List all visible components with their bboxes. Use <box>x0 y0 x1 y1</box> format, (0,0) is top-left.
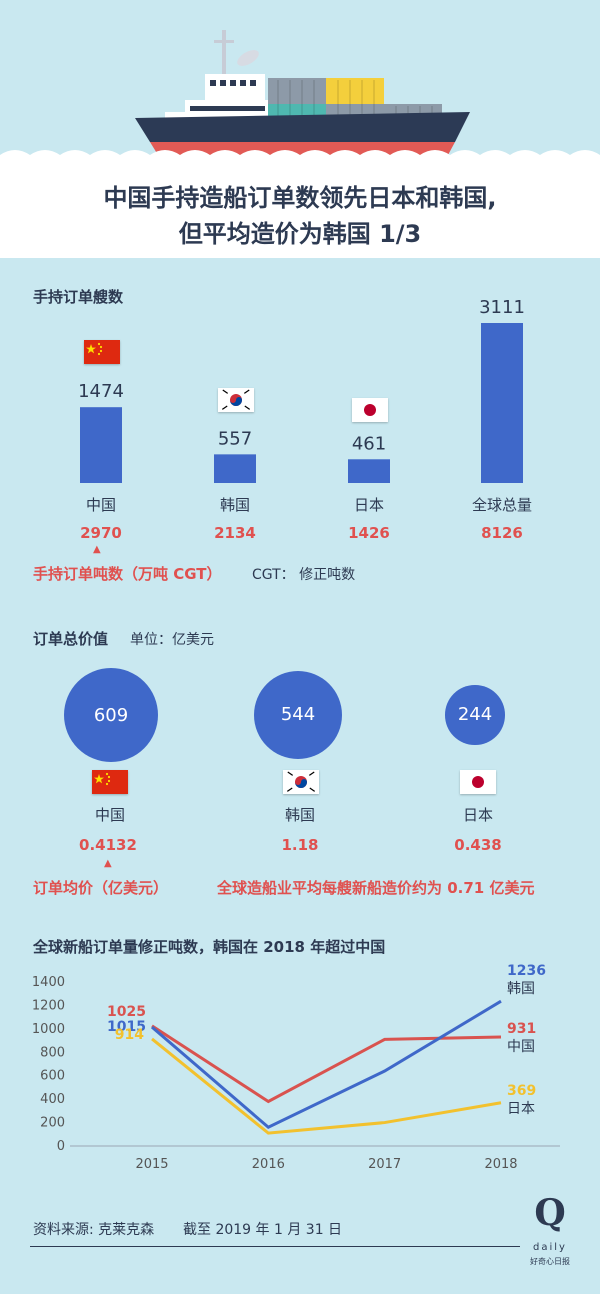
series-name-korea: 韩国 <box>507 981 535 997</box>
title-band <box>0 158 600 258</box>
avg-price-arrow-icon: ▲ <box>104 858 112 869</box>
china-flag-icon-2 <box>92 770 128 794</box>
bubble-value-japan: 244 <box>457 704 493 726</box>
avg-price-china: 0.4132 <box>79 836 137 854</box>
x-tick-label: 2018 <box>484 1157 517 1172</box>
tonnage-china: 2970 <box>80 524 122 542</box>
bar-value-japan: 461 <box>352 433 386 454</box>
hero-illustration <box>0 0 600 165</box>
section1-title: 手持订单艘数 <box>33 288 124 306</box>
bar-korea <box>214 454 256 483</box>
section2-title: 订单总价值 <box>33 630 109 648</box>
end-label-china: 931 <box>507 1021 536 1037</box>
bar-china <box>80 407 122 483</box>
tonnage-label: 手持订单吨数（万吨 CGT） <box>33 565 222 583</box>
bar-global <box>481 323 523 483</box>
series-name-china: 中国 <box>507 1039 535 1055</box>
line-series-japan <box>151 1037 502 1135</box>
japan-flag-icon-2 <box>460 770 496 794</box>
y-tick-label: 0 <box>57 1139 65 1154</box>
bubble-korea: 544 <box>253 670 343 760</box>
x-tick-label: 2016 <box>252 1157 285 1172</box>
line-series-china <box>151 1024 502 1104</box>
tonnage-korea: 2134 <box>214 524 256 542</box>
brand-logo: Q <box>534 1192 566 1234</box>
brand-word: daily <box>533 1242 567 1253</box>
korea-flag-icon <box>218 388 254 412</box>
y-tick-label: 1400 <box>32 975 65 990</box>
end-label-japan: 369 <box>507 1083 536 1099</box>
y-tick-label: 200 <box>40 1116 65 1131</box>
tonnage-line-chart: 0 200 400 600 800 1000 1200 1400 2015 2016 2017 201… <box>32 963 560 1172</box>
series-name-japan: 日本 <box>507 1101 535 1117</box>
bar-value-global: 3111 <box>479 300 525 318</box>
global-avg-note: 全球造船业平均每艘新船造价约为 0.71 亿美元 <box>217 879 535 897</box>
korea-flag-icon-2 <box>283 770 319 794</box>
cgt-note: CGT： 修正吨数 <box>252 567 356 583</box>
brand-tagline: 好奇心日报 <box>530 1257 570 1266</box>
bubble-category-korea: 韩国 <box>284 806 315 824</box>
section3-title: 全球新船订单量修正吨数，韩国在 2018 年超过中国 <box>33 938 386 956</box>
bar-value-china: 1474 <box>78 381 124 402</box>
section2-unit: 单位：亿美元 <box>130 632 214 648</box>
footer-date: 截至 2019 年 1 月 31 日 <box>183 1222 343 1238</box>
bar-category-japan: 日本 <box>353 496 384 514</box>
page-title-line2: 但平均造价为韩国 1/3 <box>178 220 422 248</box>
bubble-japan: 244 <box>445 685 505 745</box>
page-title-line1: 中国手持造船订单数领先日本和韩国, <box>103 184 497 212</box>
footer-divider <box>30 1246 520 1247</box>
tonnage-global: 8126 <box>481 524 523 542</box>
x-tick-label: 2015 <box>135 1157 168 1172</box>
bar-japan <box>348 459 390 483</box>
holdings-bar-chart: 1474 557 461 3111 <box>78 300 525 483</box>
bubble-category-japan: 日本 <box>462 806 493 824</box>
avg-price-label: 订单均价（亿美元） <box>33 879 169 897</box>
tonnage-japan: 1426 <box>348 524 390 542</box>
avg-price-korea: 1.18 <box>281 836 319 854</box>
footer-source: 资料来源: 克莱克森 <box>33 1222 155 1238</box>
ship-icon <box>0 30 600 165</box>
y-tick-label: 600 <box>40 1069 65 1084</box>
y-tick-label: 1200 <box>32 998 65 1013</box>
china-flag-icon <box>84 340 120 364</box>
bubble-category-china: 中国 <box>94 806 125 824</box>
start-label-china: 1025 <box>107 1004 146 1020</box>
japan-flag-icon <box>352 398 388 422</box>
bar-value-korea: 557 <box>218 428 252 449</box>
bubble-value-china: 609 <box>93 704 129 726</box>
y-tick-label: 400 <box>40 1092 65 1107</box>
bubble-value-korea: 544 <box>280 704 316 726</box>
bar-category-china: 中国 <box>85 496 116 514</box>
start-label-korea: 1015 <box>107 1019 146 1035</box>
end-label-korea: 1236 <box>507 963 546 979</box>
y-tick-label: 1000 <box>32 1022 65 1037</box>
bar-category-korea: 韩国 <box>219 496 250 514</box>
x-tick-label: 2017 <box>368 1157 401 1172</box>
start-label-japan: 914 <box>115 1027 144 1043</box>
bubble-china: 609 <box>64 668 158 762</box>
line-series-korea <box>151 999 502 1130</box>
tonnage-arrow-icon: ▲ <box>93 544 101 555</box>
avg-price-japan: 0.438 <box>454 836 502 854</box>
y-tick-label: 800 <box>40 1045 65 1060</box>
bar-category-global: 全球总量 <box>471 496 532 514</box>
